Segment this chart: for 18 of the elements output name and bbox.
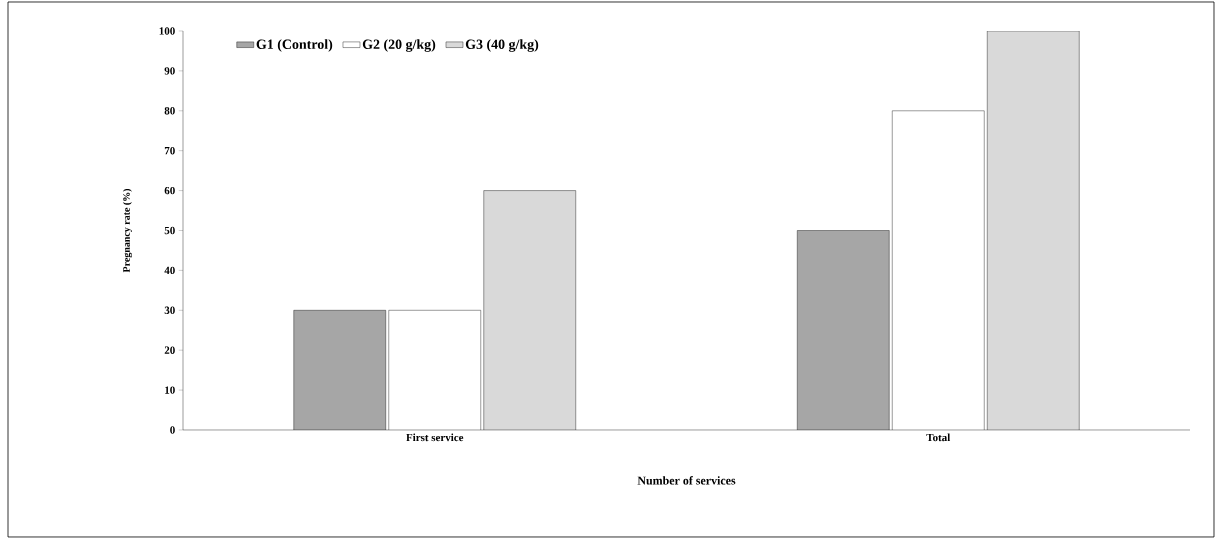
y-tick-label: 70: [164, 146, 175, 155]
legend-label: G1 (Control): [256, 39, 333, 52]
y-tick-label: 20: [164, 346, 175, 354]
y-tick-label: 0: [170, 426, 175, 434]
y-tick-label: 60: [164, 186, 175, 195]
legend-label: G2 (20 g/kg): [362, 39, 436, 52]
x-tick-label: Total: [926, 433, 951, 442]
y-tick-label: 80: [164, 107, 175, 115]
y-tick-label: 50: [164, 226, 175, 235]
y-tick-label: 30: [164, 306, 175, 314]
x-axis-title: Number of services: [637, 476, 736, 485]
x-tick-label: First service: [406, 433, 464, 442]
y-axis-title: Pregnancy rate (%): [122, 188, 132, 273]
legend-label: G3 (40 g/kg): [465, 39, 539, 52]
y-tick-label: 40: [164, 266, 175, 275]
y-tick-label: 90: [164, 67, 175, 75]
y-tick-label: 10: [165, 386, 175, 394]
y-tick-label: 100: [159, 27, 175, 35]
